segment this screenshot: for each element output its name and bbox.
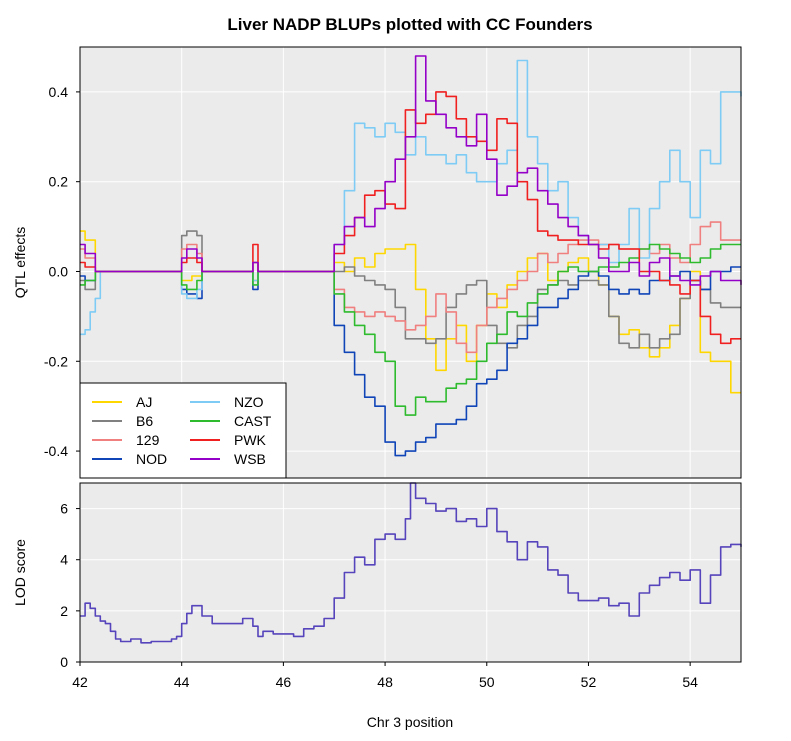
lod-ytick-label: 2 — [60, 603, 68, 619]
qtl-ylabel: QTL effects — [12, 227, 28, 299]
qtl-ytick-label: 0.4 — [49, 84, 69, 100]
qtl-ytick-label: 0.0 — [49, 263, 69, 279]
qtl-frame — [79, 46, 742, 479]
legend: AJ B6 129 NOD NZO CAST PWK WSB — [79, 382, 287, 479]
series-line-LOD — [80, 482, 742, 644]
series-line-CAST — [80, 243, 741, 416]
lod-xtick-label: 52 — [581, 674, 597, 690]
legend-label-129: 129 — [136, 432, 160, 448]
series-line-WSB — [80, 55, 742, 286]
legend-label-CAST: CAST — [234, 413, 272, 429]
legend-label-AJ: AJ — [136, 394, 152, 410]
lod-xtick-label: 42 — [72, 674, 88, 690]
x-axis-label: Chr 3 position — [367, 714, 453, 730]
lod-ytick-label: 4 — [60, 552, 68, 568]
qtl-ytick-label: 0.2 — [49, 174, 69, 190]
lod-xtick-label: 50 — [479, 674, 495, 690]
qtl-ytick-label: -0.4 — [44, 443, 68, 459]
legend-box — [79, 382, 287, 479]
lod-ytick-label: 0 — [60, 654, 68, 670]
chart-title: Liver NADP BLUPs plotted with CC Founder… — [227, 15, 592, 34]
lod-xtick-label: 48 — [377, 674, 393, 690]
lod-xtick-label: 46 — [276, 674, 292, 690]
qtl-ytick-label: -0.2 — [44, 353, 68, 369]
legend-label-WSB: WSB — [234, 451, 266, 467]
legend-label-PWK: PWK — [234, 432, 267, 448]
legend-label-NOD: NOD — [136, 451, 167, 467]
lod-ytick-label: 6 — [60, 501, 68, 517]
qtl-effects-panel: -0.4 -0.2 0.0 0.2 0.4 QTL effects AJ B6 129 NOD NZ… — [12, 46, 742, 479]
lod-xtick-label: 44 — [174, 674, 190, 690]
legend-label-B6: B6 — [136, 413, 153, 429]
lod-ylabel: LOD score — [12, 539, 28, 606]
lod-xtick-label: 54 — [682, 674, 698, 690]
lod-frame — [79, 482, 742, 663]
legend-label-NZO: NZO — [234, 394, 264, 410]
